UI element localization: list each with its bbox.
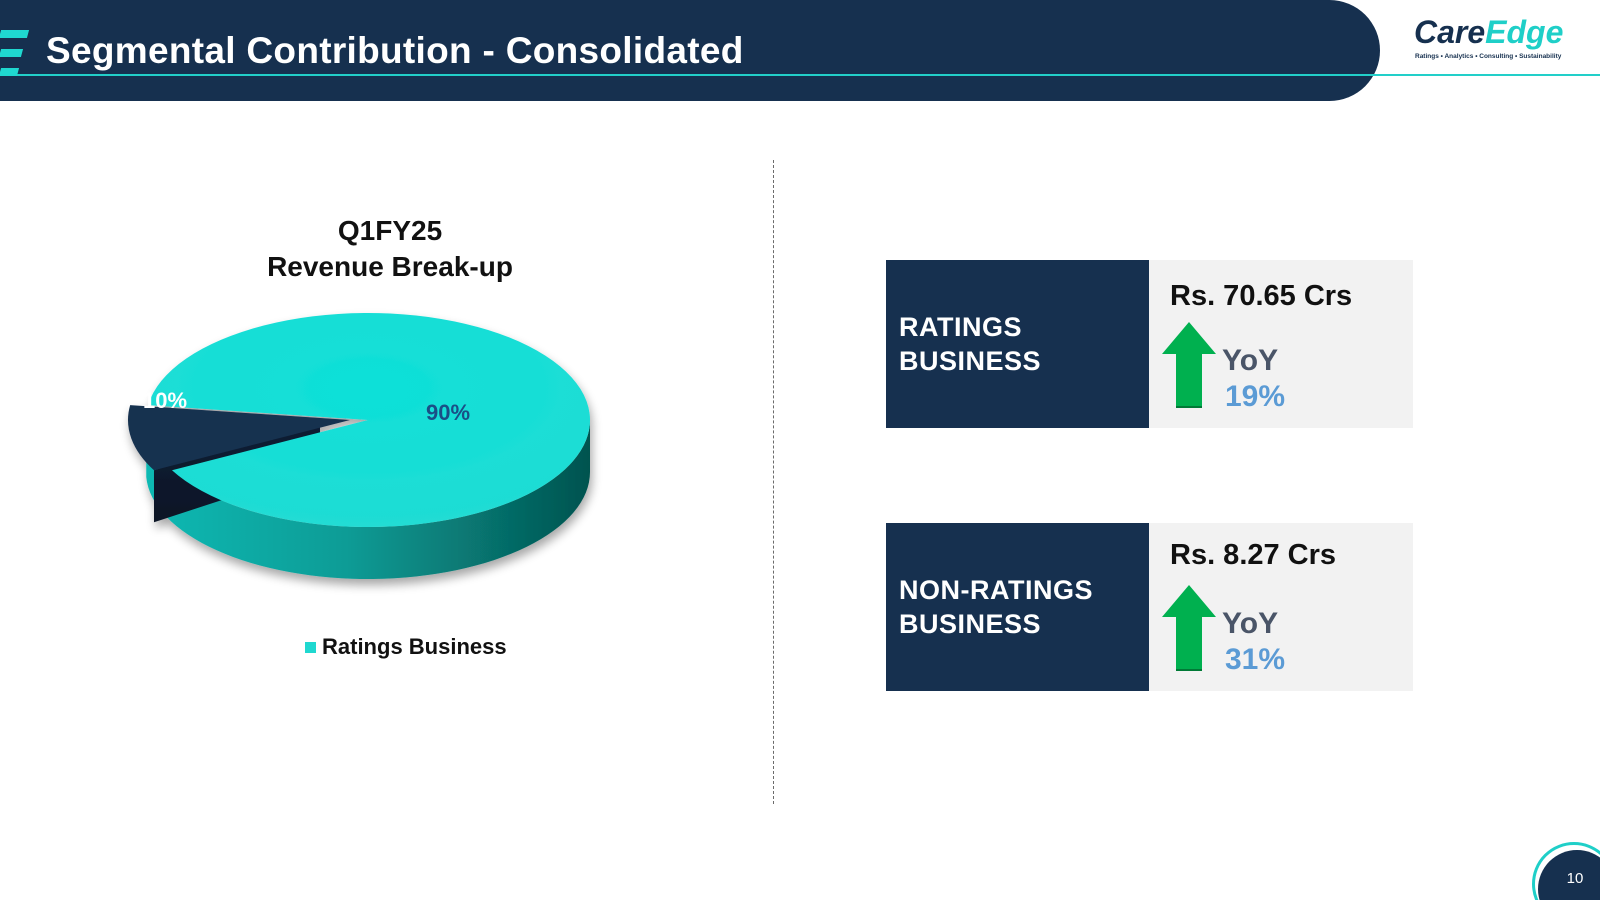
- page-number: 10: [1566, 870, 1584, 887]
- pie-chart: 90% 10%: [128, 313, 590, 580]
- header-band: [0, 0, 1380, 101]
- card-amount: Rs. 8.27 Crs: [1170, 539, 1337, 571]
- pie-label-other: 10%: [143, 388, 187, 413]
- ratings-business-card: RATINGS BUSINESS Rs. 70.65 Crs YoY 19%: [886, 260, 1413, 428]
- chart-legend: Ratings Business: [305, 634, 507, 660]
- careedge-logo: CareEdge Ratings • Analytics • Consultin…: [1410, 14, 1570, 64]
- card-label: RATINGS BUSINESS: [886, 260, 1149, 428]
- slide-title: Segmental Contribution - Consolidated: [46, 30, 744, 71]
- pie-slice-other: [128, 405, 350, 471]
- yoy-value: 31%: [1225, 643, 1286, 676]
- up-arrow-icon: [1162, 322, 1216, 408]
- chart-title-line2: Revenue Break-up: [267, 251, 513, 282]
- vertical-divider: [773, 160, 774, 804]
- non-ratings-business-card: NON-RATINGS BUSINESS Rs. 8.27 Crs YoY 31%: [886, 523, 1413, 691]
- page-number-ring: [1532, 842, 1600, 900]
- card-info: Rs. 8.27 Crs YoY 31%: [1149, 523, 1413, 691]
- pie-label-ratings: 90%: [426, 400, 470, 425]
- card-label: NON-RATINGS BUSINESS: [886, 523, 1149, 691]
- logo-wordmark: CareEdge: [1414, 14, 1564, 50]
- yoy-value: 19%: [1225, 380, 1286, 413]
- yoy-label: YoY: [1222, 344, 1279, 377]
- pie-side-ratings: [146, 420, 590, 580]
- header-accent-line: [0, 74, 1600, 76]
- up-arrow-icon: [1162, 585, 1216, 671]
- card-info: Rs. 70.65 Crs YoY 19%: [1149, 260, 1413, 428]
- card-amount: Rs. 70.65 Crs: [1170, 280, 1353, 312]
- pie-slice-ratings: [148, 313, 590, 527]
- legend-swatch: [305, 641, 316, 653]
- header-stripes-icon: [0, 30, 30, 76]
- chart-title-line1: Q1FY25: [337, 215, 443, 246]
- legend-label: Ratings Business: [322, 634, 507, 659]
- logo-tagline: Ratings • Analytics • Consulting • Susta…: [1415, 53, 1562, 60]
- yoy-label: YoY: [1222, 607, 1279, 640]
